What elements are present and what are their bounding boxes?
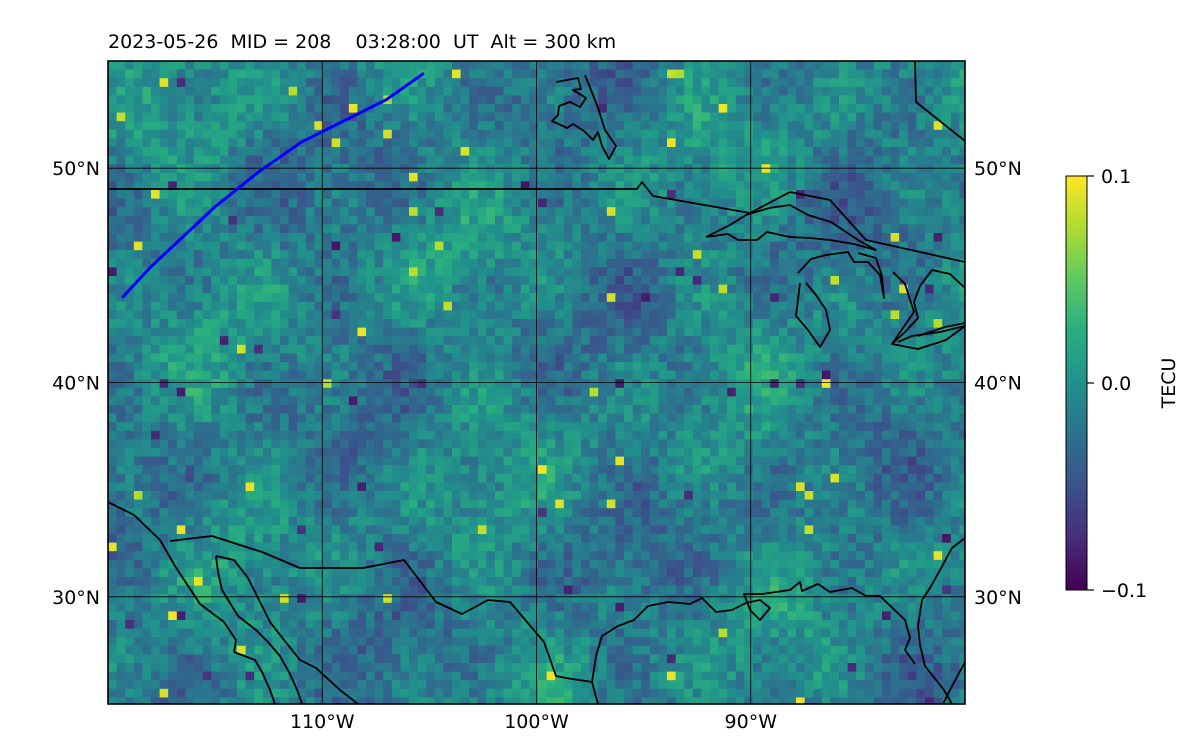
satellite-track bbox=[121, 72, 425, 299]
coastlines-borders bbox=[108, 61, 965, 704]
map-title: 2023-05-26 MID = 208 03:28:00 UT Alt = 3… bbox=[108, 31, 616, 53]
lat-tick-label-left: 30°N bbox=[52, 587, 100, 609]
map-area bbox=[108, 61, 965, 704]
lat-tick-label-left: 40°N bbox=[52, 373, 100, 395]
baja-gulf-coast bbox=[215, 555, 303, 704]
us-mexico-border bbox=[169, 535, 599, 704]
lake-erie bbox=[891, 325, 965, 350]
gulf-coast bbox=[591, 581, 916, 683]
lon-tick-label: 110°W bbox=[290, 711, 355, 733]
lat-tick-label-right: 40°N bbox=[974, 373, 1022, 395]
lat-tick-label-left: 50°N bbox=[52, 158, 100, 180]
colorbar: 0.1 0.0 −0.1 TECU bbox=[1065, 166, 1180, 602]
atlantic-coast bbox=[917, 537, 965, 704]
lake-michigan bbox=[797, 251, 885, 299]
colorbar-gradient bbox=[1065, 175, 1088, 591]
lake-winnipeg bbox=[551, 74, 617, 160]
colorbar-label: TECU bbox=[1158, 358, 1180, 410]
colorbar-tick-label: −0.1 bbox=[1101, 580, 1147, 602]
pacific-coast bbox=[108, 501, 276, 704]
colorbar-tick-label: 0.0 bbox=[1101, 373, 1131, 395]
lat-tick-label-right: 50°N bbox=[974, 158, 1022, 180]
lake-huron bbox=[891, 269, 965, 345]
hudson-bay-coast bbox=[914, 61, 965, 142]
lake-ontario bbox=[917, 322, 965, 337]
lon-tick-label: 100°W bbox=[504, 711, 569, 733]
colorbar-ticks: 0.1 0.0 −0.1 bbox=[1087, 166, 1147, 602]
map-gridlines bbox=[108, 61, 965, 704]
lon-tick-label: 90°W bbox=[725, 711, 778, 733]
tec-heatmap bbox=[108, 61, 965, 704]
map-axis-ticks: 30°N 30°N 40°N 40°N 50°N 50°N 110°W 100°W 90°W bbox=[52, 158, 1022, 733]
colorbar-tick-label: 0.1 bbox=[1101, 166, 1131, 188]
baja-east-coast bbox=[215, 555, 359, 704]
lake-superior bbox=[705, 204, 877, 251]
florida-coast bbox=[942, 661, 965, 704]
map-frame bbox=[107, 60, 966, 705]
lat-tick-label-right: 30°N bbox=[974, 587, 1022, 609]
lake-michigan-shore bbox=[795, 282, 831, 348]
